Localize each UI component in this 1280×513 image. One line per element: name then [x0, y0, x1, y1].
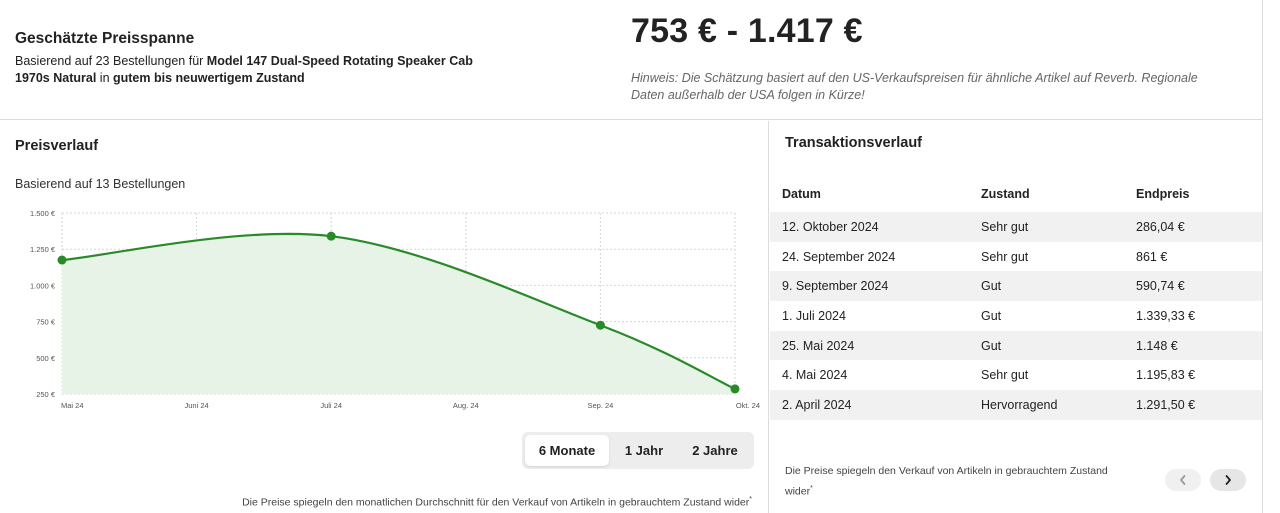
- chevron-right-icon: [1225, 475, 1231, 485]
- cell-final-price: 1.148 €: [1136, 330, 1262, 361]
- price-area-fill: [62, 233, 735, 394]
- price-history-subtitle: Basierend auf 13 Bestellungen: [15, 177, 186, 191]
- table-row: 24. September 2024 Sehr gut 861 €: [770, 242, 1262, 272]
- data-point: [730, 384, 740, 394]
- next-page-button[interactable]: [1210, 469, 1246, 491]
- cell-final-price: 861 €: [1136, 249, 1168, 264]
- price-history-footnote-mark: *: [749, 496, 752, 503]
- column-header-condition: Zustand: [981, 187, 1030, 201]
- estimate-product: Model 147 Dual-Speed Rotating Speaker Ca…: [15, 54, 473, 85]
- y-tick-label: 250 €: [36, 390, 56, 399]
- x-tick-label: Mai 24: [61, 401, 84, 410]
- x-tick-label: Juni 24: [185, 401, 209, 410]
- transaction-footnote-mark: *: [810, 485, 813, 492]
- table-row: 1. Juli 2024 Gut 1.339,33 €: [770, 301, 1262, 331]
- cell-date: 9. September 2024: [770, 271, 981, 302]
- cell-final-price: 286,04 €: [1136, 212, 1262, 242]
- x-tick-label: Aug. 24: [453, 401, 479, 410]
- cell-date: 12. Oktober 2024: [770, 212, 981, 242]
- cell-condition: Gut: [981, 308, 1002, 323]
- data-point: [57, 255, 67, 265]
- cell-date: 1. Juli 2024: [782, 308, 846, 323]
- range-1-year-button[interactable]: 1 Jahr: [613, 435, 675, 466]
- estimate-condition: gutem bis neuwertigem Zustand: [113, 71, 305, 85]
- cell-date: 25. Mai 2024: [770, 330, 981, 361]
- cell-final-price: 590,74 €: [1136, 271, 1262, 302]
- x-tick-label: Juli 24: [320, 401, 342, 410]
- table-row: 9. September 2024 Gut 590,74 €: [770, 271, 1262, 302]
- y-tick-label: 1.250 €: [30, 245, 56, 254]
- x-tick-label: Sep. 24: [587, 401, 613, 410]
- column-header-final-price: Endpreis: [1136, 187, 1190, 201]
- table-header-row: Datum Zustand Endpreis: [770, 176, 1262, 212]
- y-tick-label: 1.000 €: [30, 281, 56, 290]
- price-history-title: Preisverlauf: [15, 138, 99, 154]
- cell-condition: Sehr gut: [981, 212, 1136, 242]
- price-line: [61, 232, 736, 390]
- estimate-section: Geschätzte Preisspanne Basierend auf 23 …: [0, 0, 1263, 120]
- estimate-title: Geschätzte Preisspanne: [15, 30, 195, 47]
- table-row: 25. Mai 2024 Gut 1.148 €: [770, 330, 1262, 361]
- range-6-months-button[interactable]: 6 Monate: [525, 435, 609, 466]
- range-2-years-button[interactable]: 2 Jahre: [679, 435, 751, 466]
- y-tick-label: 1.500 €: [30, 209, 56, 218]
- cell-final-price: 1.195,83 €: [1136, 368, 1196, 383]
- price-history-footnote: Die Preise spiegeln den monatlichen Durc…: [242, 496, 752, 509]
- cell-condition: Gut: [981, 271, 1136, 302]
- data-point: [595, 320, 605, 330]
- y-tick-label: 500 €: [36, 354, 56, 363]
- price-history-chart: 1.500 € 1.250 € 1.000 € 750 € 500 € 250 € Mai …: [30, 209, 760, 410]
- transaction-table: Datum Zustand Endpreis 12. Oktober 2024 …: [770, 176, 1262, 420]
- column-header-date: Datum: [782, 187, 821, 201]
- table-row: 12. Oktober 2024 Sehr gut 286,04 €: [770, 212, 1262, 242]
- price-history-footnote-text: Die Preise spiegeln den monatlichen Durc…: [242, 496, 750, 509]
- estimate-note: Hinweis: Die Schätzung basiert auf den U…: [631, 71, 1198, 102]
- y-tick-label: 750 €: [36, 318, 56, 327]
- transaction-footnote-text: Die Preise spiegeln den Verkauf von Arti…: [785, 465, 1108, 498]
- estimate-desc-mid: in: [96, 71, 113, 85]
- price-range: 753 € - 1.417 €: [631, 12, 863, 50]
- cell-final-price: 1.291,50 €: [1136, 390, 1262, 420]
- cell-final-price: 1.339,33 €: [1136, 308, 1196, 323]
- estimate-desc-prefix: Basierend auf 23 Bestellungen für: [15, 54, 207, 68]
- table-row: 2. April 2024 Hervorragend 1.291,50 €: [770, 390, 1262, 420]
- chevron-left-icon: [1180, 475, 1186, 485]
- cell-condition: Hervorragend: [981, 390, 1136, 420]
- cell-date: 2. April 2024: [770, 390, 981, 420]
- transaction-history-section: Transaktionsverlauf Datum Zustand Endpre…: [770, 121, 1263, 513]
- cell-condition: Gut: [981, 330, 1136, 361]
- cell-condition: Sehr gut: [981, 249, 1029, 264]
- transaction-history-title: Transaktionsverlauf: [785, 135, 922, 151]
- range-selector: 6 Monate 1 Jahr 2 Jahre: [522, 432, 754, 469]
- transaction-footnote: Die Preise spiegeln den Verkauf von Arti…: [785, 463, 1125, 501]
- price-history-section: Preisverlauf Basierend auf 13 Bestellung…: [0, 121, 769, 513]
- table-row: 4. Mai 2024 Sehr gut 1.195,83 €: [770, 360, 1262, 390]
- x-tick-label: Okt. 24: [736, 401, 760, 410]
- cell-date: 24. September 2024: [782, 249, 896, 264]
- estimate-description: Basierend auf 23 Bestellungen für Model …: [15, 53, 495, 87]
- cell-date: 4. Mai 2024: [782, 368, 848, 383]
- previous-page-button[interactable]: [1165, 469, 1201, 491]
- cell-condition: Sehr gut: [981, 368, 1029, 383]
- data-point: [326, 231, 336, 241]
